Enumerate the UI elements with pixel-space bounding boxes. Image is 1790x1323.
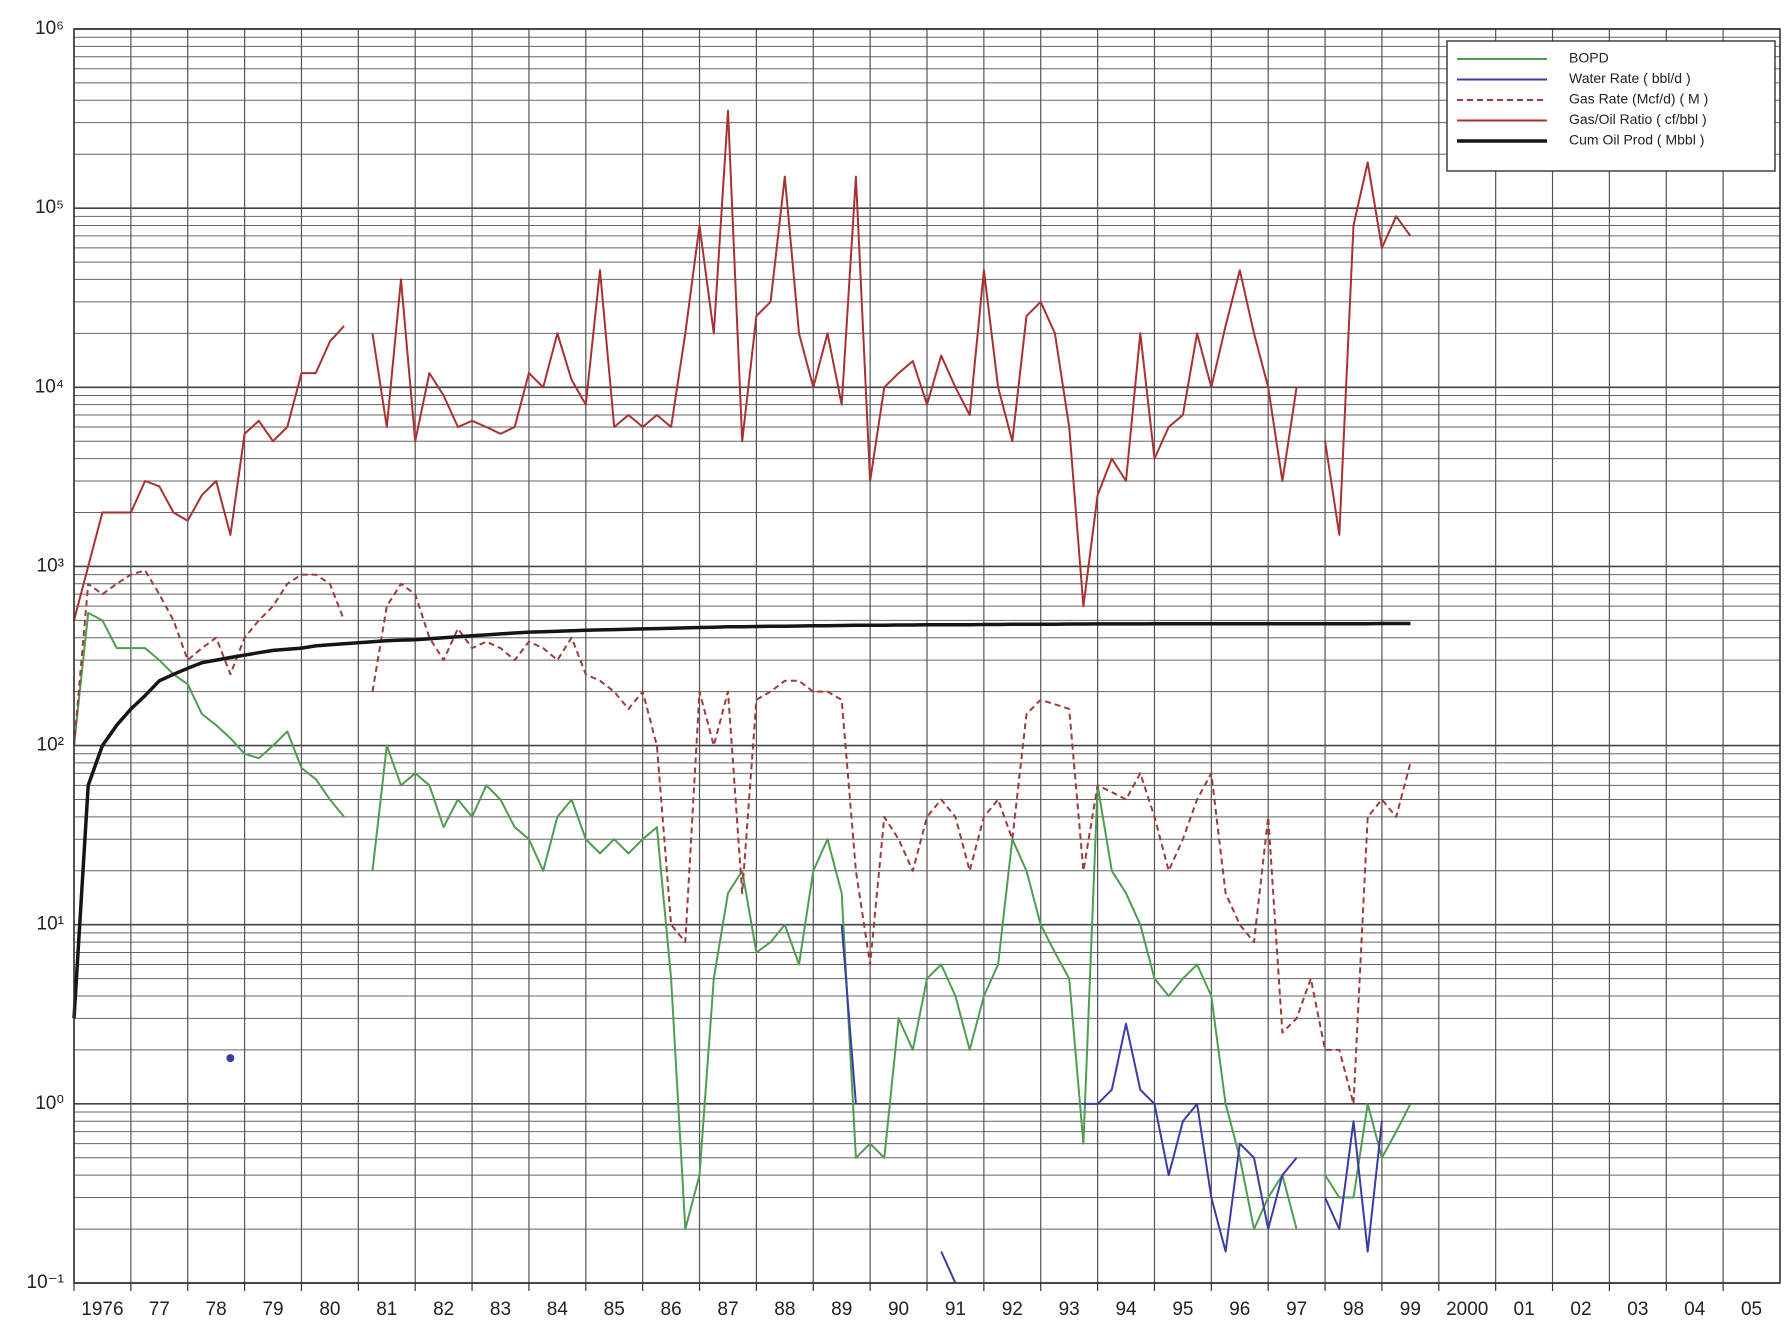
x-tick-label: 93 (1059, 1299, 1080, 1320)
x-tick-label: 01 (1514, 1299, 1535, 1320)
x-tick-label: 91 (945, 1299, 966, 1320)
series-line (73, 109, 1412, 621)
legend-label: BOPD (1569, 50, 1609, 66)
x-tick-label: 78 (206, 1299, 227, 1320)
x-tick-label: 82 (433, 1299, 454, 1320)
legend-label: Gas Rate (Mcf/d) ( M ) (1569, 91, 1708, 107)
x-tick-label: 88 (774, 1299, 795, 1320)
x-tick-label: 89 (831, 1299, 852, 1320)
y-tick-label: 10⁴ (35, 376, 64, 397)
x-tick-label: 1976 (81, 1299, 123, 1320)
plot-frame (73, 28, 1781, 1284)
x-tick-label: 97 (1286, 1299, 1307, 1320)
x-tick-label: 84 (547, 1299, 569, 1320)
series-line (73, 611, 1412, 1231)
y-tick-label: 10⁻¹ (27, 1272, 65, 1293)
x-tick-label: 95 (1172, 1299, 1193, 1320)
x-tick-label: 86 (661, 1299, 682, 1320)
x-tick-label: 92 (1002, 1299, 1023, 1320)
legend-label: Cum Oil Prod ( Mbbl ) (1569, 132, 1704, 148)
series-line (73, 569, 1412, 1105)
x-tick-label: 2000 (1446, 1299, 1488, 1320)
x-tick-label: 77 (149, 1299, 170, 1320)
y-tick-label: 10⁶ (35, 18, 64, 39)
legend-label: Water Rate ( bbl/d ) (1569, 70, 1691, 86)
y-tick-label: 10⁰ (35, 1093, 64, 1114)
series-line (72, 621, 1411, 1019)
x-tick-label: 96 (1229, 1299, 1250, 1320)
x-tick-label: 90 (888, 1299, 909, 1320)
x-tick-label: 04 (1684, 1299, 1706, 1320)
legend-box (1446, 40, 1776, 172)
grid (73, 28, 1780, 1284)
x-tick-label: 99 (1400, 1299, 1421, 1320)
plot-area (72, 109, 1412, 1284)
x-tick-label: 94 (1115, 1299, 1137, 1320)
legend-label: Gas/Oil Ratio ( cf/bbl ) (1569, 111, 1707, 127)
series-point (226, 1054, 235, 1063)
axes: 10⁻¹ 10⁰ 10¹ 10² 10³ 10⁴ 10⁵ 10⁶ 1976 77 78 79 80 81 8… (27, 18, 1781, 1320)
y-tick-label: 10³ (37, 555, 64, 576)
x-tick-label: 83 (490, 1299, 511, 1320)
x-tick-label: 02 (1570, 1299, 1591, 1320)
x-tick-label: 79 (262, 1299, 283, 1320)
x-tick-label: 05 (1741, 1299, 1762, 1320)
x-tick-label: 81 (376, 1299, 397, 1320)
y-tick-label: 10⁵ (35, 197, 64, 218)
x-tick-label: 98 (1343, 1299, 1364, 1320)
x-tick-label: 85 (604, 1299, 625, 1320)
y-tick-label: 10¹ (37, 914, 64, 935)
x-tick-label: 03 (1627, 1299, 1648, 1320)
x-tick-label: 87 (717, 1299, 738, 1320)
legend: BOPD Water Rate ( bbl/d ) Gas Rate (Mcf/d)… (1446, 40, 1776, 172)
x-tick-label: 80 (319, 1299, 340, 1320)
y-tick-label: 10² (37, 735, 64, 756)
series-line (840, 924, 1383, 1284)
